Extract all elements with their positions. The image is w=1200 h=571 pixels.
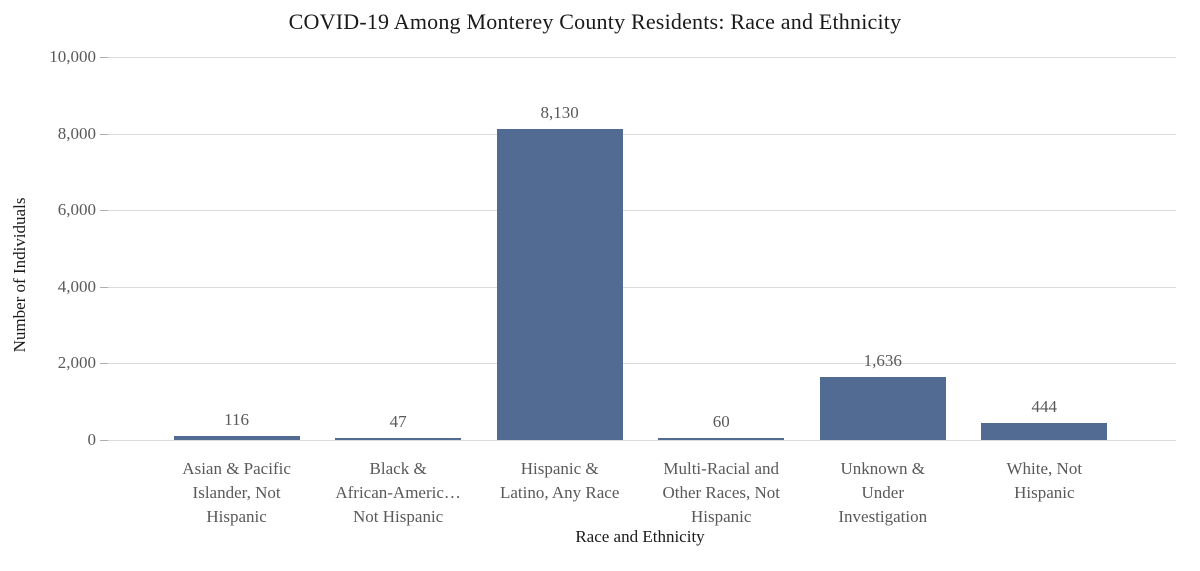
x-category-label: Asian & Pacific Islander, Not Hispanic [182, 459, 291, 526]
y-axis-tick [100, 440, 108, 441]
bar-4 [658, 438, 785, 440]
y-tick-label: 2,000 [57, 353, 96, 373]
bar-value-label: 47 [389, 412, 407, 431]
gridline-10000 [108, 57, 1176, 58]
bar-value-label: 8,130 [540, 103, 579, 122]
y-tick-label: 4,000 [57, 276, 96, 296]
y-tick-label: 6,000 [57, 200, 96, 220]
gridline-8000 [108, 133, 1176, 135]
bar-1 [173, 436, 300, 440]
y-axis-tick [100, 133, 108, 135]
x-category-label: White, Not Hispanic [1006, 459, 1083, 502]
y-axis-tick [100, 363, 108, 365]
bar-2 [335, 438, 462, 440]
bar-value-label: 116 [224, 410, 250, 429]
bar-value-label: 1,636 [863, 351, 902, 370]
y-axis-tick [100, 210, 108, 212]
x-category-label: Black & African-Americ… Not Hispanic [335, 459, 461, 526]
x-axis-title: Race and Ethnicity [575, 527, 705, 546]
x-category-label: Hispanic & Latino, Any Race [499, 459, 620, 502]
y-axis-tick [100, 57, 108, 58]
y-tick-label: 10,000 [49, 47, 96, 66]
gridline-4000 [108, 286, 1176, 288]
bar-6 [981, 423, 1108, 440]
bar-5 [819, 377, 946, 440]
y-axis-tick [100, 286, 108, 288]
gridline-2000 [108, 363, 1176, 365]
gridline-0 [108, 440, 1176, 441]
x-category-label: Multi-Racial and Other Races, Not Hispan… [662, 459, 780, 526]
y-tick-label: 8,000 [57, 123, 96, 143]
gridline-6000 [108, 210, 1176, 212]
bar-value-label: 60 [712, 412, 730, 431]
bar-value-label: 444 [1031, 397, 1058, 416]
x-category-label: Unknown & Under Investigation [838, 459, 928, 526]
bar-3 [496, 129, 623, 440]
chart-title: COVID-19 Among Monterey County Residents… [288, 9, 902, 34]
y-tick-label: 0 [87, 430, 97, 449]
